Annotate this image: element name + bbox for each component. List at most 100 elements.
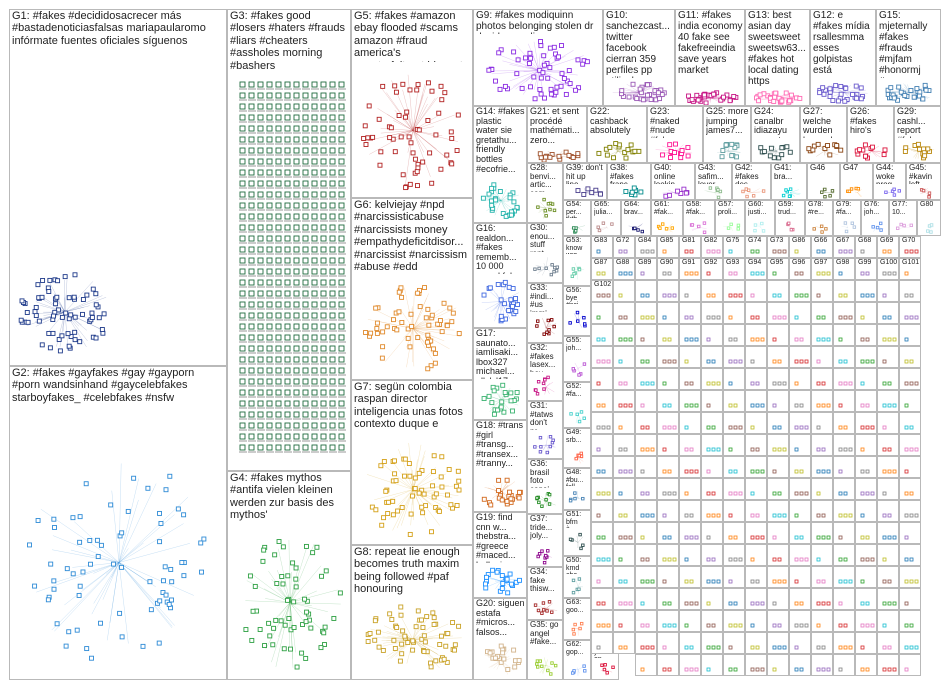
node (239, 433, 246, 440)
mini-group-panel (789, 500, 811, 522)
node (728, 293, 733, 298)
node (703, 100, 709, 105)
node (689, 249, 694, 254)
node (239, 136, 246, 143)
mini-group-network (882, 381, 892, 386)
mini-group-panel (657, 588, 679, 610)
node (320, 235, 327, 242)
node (915, 141, 921, 147)
node (535, 662, 539, 666)
node (168, 566, 174, 572)
node (844, 229, 849, 234)
node (311, 158, 318, 165)
node (613, 141, 619, 147)
node (266, 158, 273, 165)
node (507, 195, 513, 201)
group-label: G53: know wro... (566, 237, 583, 254)
mini-group-network (882, 601, 897, 606)
mini-group-panel (635, 456, 657, 478)
mini-group-panel (789, 324, 811, 346)
edge (576, 496, 579, 499)
node (239, 114, 246, 121)
group-label: G101 (902, 259, 919, 266)
node (239, 444, 246, 451)
node (544, 497, 548, 502)
node (487, 650, 493, 656)
node (338, 433, 345, 440)
mini-group-network (860, 447, 865, 452)
node (329, 367, 336, 374)
mini-group-network (794, 425, 809, 430)
mini-group-network (860, 403, 870, 408)
node (537, 87, 543, 93)
node (716, 645, 721, 650)
node (582, 316, 586, 320)
node (628, 535, 633, 540)
node (320, 433, 327, 440)
edge (745, 192, 753, 195)
edge (675, 144, 684, 152)
node (284, 191, 291, 198)
edge (289, 602, 328, 612)
node (575, 151, 581, 157)
node (302, 356, 309, 363)
node (396, 309, 402, 315)
group-network-g23 (655, 141, 693, 161)
node (645, 513, 650, 518)
node (744, 187, 748, 191)
mini-group-panel (877, 368, 899, 390)
mini-group-panel (591, 544, 613, 566)
node (423, 315, 429, 321)
node (248, 367, 255, 374)
node (706, 381, 711, 386)
node (618, 601, 623, 606)
node (329, 92, 336, 99)
node (74, 627, 80, 633)
mini-group-network (750, 447, 760, 452)
edge (386, 92, 414, 131)
node (733, 667, 738, 672)
node (166, 601, 172, 607)
node (370, 134, 376, 140)
group-panel-g62: G62: gop... (563, 640, 591, 680)
node (499, 573, 505, 578)
node (266, 246, 273, 253)
node (804, 491, 809, 496)
node (628, 142, 634, 148)
mini-group-network (904, 403, 909, 408)
node (925, 146, 931, 152)
mini-group-network (662, 469, 672, 474)
node (338, 400, 345, 407)
node (816, 271, 821, 276)
node (772, 513, 777, 518)
mini-group-network (596, 359, 611, 364)
edge (545, 381, 554, 388)
edge (706, 191, 715, 193)
node (284, 202, 291, 209)
node (816, 447, 821, 452)
node (284, 290, 291, 297)
mini-group-panel (657, 456, 679, 478)
mini-group-panel: G98 (833, 258, 855, 280)
node (239, 81, 246, 88)
node (772, 337, 777, 342)
node (882, 359, 887, 364)
mini-group-panel (679, 368, 701, 390)
node (396, 289, 402, 295)
node (537, 266, 541, 271)
group-panel-g18: G18: #trans #girl #transg... #transex...… (473, 420, 527, 512)
mini-group-panel (613, 324, 635, 346)
node (782, 447, 787, 452)
mini-group-panel: G68 (855, 236, 877, 258)
node (750, 557, 755, 562)
node (275, 81, 282, 88)
node (582, 664, 586, 668)
mini-group-panel: G90 (657, 258, 679, 280)
node (860, 491, 865, 496)
node (702, 221, 707, 225)
node (239, 356, 246, 363)
edge (815, 226, 821, 228)
node (779, 152, 785, 158)
node (545, 609, 549, 613)
node (794, 271, 799, 276)
